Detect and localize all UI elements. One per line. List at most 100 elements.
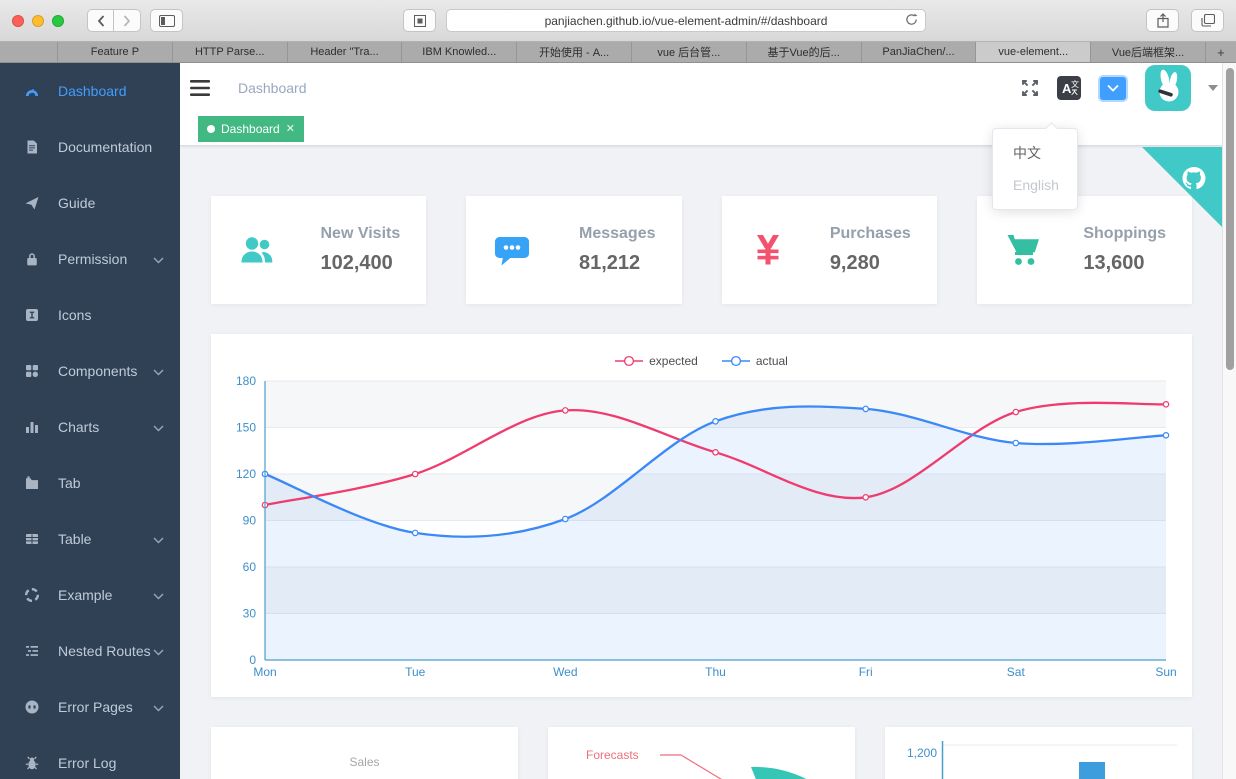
charts-icon: [24, 419, 40, 435]
svg-text:Mon: Mon: [253, 665, 276, 679]
sidebar-item-tab[interactable]: Tab: [0, 455, 180, 511]
minimize-window-button[interactable]: [32, 14, 44, 27]
tab-overview-button[interactable]: [1191, 9, 1224, 32]
chart-legend: expected actual: [211, 347, 1192, 374]
sidebar-item-label: Error Log: [58, 755, 117, 771]
stat-text: Messages 81,212: [579, 225, 656, 275]
browser-tab[interactable]: 开始使用 - A...: [517, 42, 632, 62]
stat-text: Purchases 9,280: [830, 225, 911, 275]
sidebar-item-icons[interactable]: Icons: [0, 287, 180, 343]
documentation-icon: [24, 139, 40, 155]
tag-dashboard[interactable]: Dashboard ✕: [198, 116, 304, 142]
avatar-caret-icon[interactable]: [1208, 85, 1218, 91]
sidebar-collapse-button[interactable]: [180, 63, 222, 113]
new-tab-button[interactable]: +: [1205, 42, 1236, 62]
lang-option-chinese[interactable]: 中文: [1013, 145, 1041, 161]
svg-text:90: 90: [243, 514, 257, 528]
bar[interactable]: [1079, 762, 1105, 779]
svg-text:120: 120: [236, 467, 256, 481]
svg-text:0: 0: [249, 653, 256, 667]
theme-dropdown-button[interactable]: [1098, 74, 1128, 102]
nested-routes-icon: [24, 643, 40, 659]
stat-card-purchases[interactable]: Purchases 9,280: [721, 196, 937, 304]
github-corner-link[interactable]: [1142, 147, 1222, 227]
address-bar[interactable]: panjiachen.github.io/vue-element-admin/#…: [446, 9, 926, 32]
forward-button[interactable]: [114, 9, 141, 32]
sidebar-item-charts[interactable]: Charts: [0, 399, 180, 455]
avatar-logo-icon: [1158, 69, 1179, 102]
chevron-down-icon: [153, 531, 164, 547]
user-avatar[interactable]: [1145, 65, 1191, 111]
browser-tab[interactable]: HTTP Parse...: [172, 42, 288, 62]
icons-icon: [24, 307, 40, 323]
sidebar-item-label: Table: [58, 531, 92, 547]
svg-text:60: 60: [243, 560, 257, 574]
tabs-icon: [1200, 14, 1215, 27]
frame-page-button[interactable]: [403, 9, 436, 32]
browser-tab[interactable]: vue-element...: [976, 42, 1092, 62]
url-text: panjiachen.github.io/vue-element-admin/#…: [544, 13, 828, 28]
sidebar-item-nested-routes[interactable]: Nested Routes: [0, 623, 180, 679]
sidebar-item-permission[interactable]: Permission: [0, 231, 180, 287]
pie-chart[interactable]: Forecasts: [548, 727, 854, 779]
back-button[interactable]: [87, 9, 114, 32]
zoom-window-button[interactable]: [52, 14, 64, 27]
sidebar-item-error-log[interactable]: Error Log: [0, 735, 180, 779]
error-pages-icon: [24, 699, 40, 715]
fullscreen-button[interactable]: [1020, 78, 1040, 98]
sidebar-item-label: Tab: [58, 475, 81, 491]
close-window-button[interactable]: [12, 14, 24, 27]
browser-tab[interactable]: 基于Vue的后...: [746, 42, 862, 62]
browser-tab[interactable]: Feature P: [58, 42, 173, 62]
stat-card-messages[interactable]: Messages 81,212: [466, 196, 682, 304]
stat-card-new-visits[interactable]: New Visits 102,400: [211, 196, 427, 304]
sidebar-item-documentation[interactable]: Documentation: [0, 119, 180, 175]
sidebar-item-error-pages[interactable]: Error Pages: [0, 679, 180, 735]
bar-chart[interactable]: 1,200: [885, 727, 1191, 779]
sidebar-toggle-button[interactable]: [150, 9, 183, 32]
pie-slice[interactable]: [751, 766, 854, 779]
frame-icon: [413, 14, 426, 27]
svg-text:Thu: Thu: [705, 665, 726, 679]
sidebar-item-table[interactable]: Table: [0, 511, 180, 567]
chevron-down-icon: [153, 419, 164, 435]
chevron-down-icon: [153, 643, 164, 659]
svg-text:A: A: [1062, 81, 1072, 96]
stat-card-shoppings[interactable]: Shoppings 13,600: [976, 196, 1192, 304]
browser-titlebar: panjiachen.github.io/vue-element-admin/#…: [0, 0, 1236, 42]
share-button[interactable]: [1146, 9, 1179, 32]
legend-item-expected[interactable]: expected: [615, 354, 698, 368]
legend-item-actual[interactable]: actual: [721, 354, 788, 368]
pie-chart-card: Forecasts: [548, 727, 855, 779]
svg-text:Fri: Fri: [859, 665, 873, 679]
tag-close-icon[interactable]: ✕: [285, 122, 295, 135]
bar-ytick-label: 1,200: [907, 746, 937, 760]
tag-active-dot: [207, 125, 215, 133]
browser-tab[interactable]: PanJiaChen/...: [861, 42, 977, 62]
browser-tab[interactable]: Vue后端框架...: [1091, 42, 1206, 62]
svg-text:Sun: Sun: [1155, 665, 1176, 679]
sidebar-item-example[interactable]: Example: [0, 567, 180, 623]
browser-tab[interactable]: Header "Tra...: [287, 42, 403, 62]
svg-text:180: 180: [236, 374, 256, 388]
legend-marker-icon: [615, 355, 644, 366]
scrollbar-thumb[interactable]: [1225, 68, 1234, 370]
dashboard-icon: [24, 83, 40, 99]
sidebar-item-components[interactable]: Components: [0, 343, 180, 399]
chevron-down-icon: [1107, 84, 1119, 92]
browser-tab[interactable]: IBM Knowled...: [402, 42, 518, 62]
sidebar-item-label: Charts: [58, 419, 100, 435]
browser-tab[interactable]: vue 后台管...: [631, 42, 747, 62]
example-icon: [24, 587, 40, 603]
components-icon: [24, 363, 40, 379]
line-chart[interactable]: 0 30 60 90 120 150 180 Mon Tue Wed Thu Fri Sat Sun: [211, 374, 1191, 692]
tab-icon: [24, 475, 40, 491]
sidebar-item-guide[interactable]: Guide: [0, 175, 180, 231]
browser-tab[interactable]: [0, 42, 58, 62]
page-scrollbar[interactable]: [1222, 63, 1236, 779]
reload-button[interactable]: [905, 13, 918, 29]
sidebar-item-dashboard[interactable]: Dashboard: [0, 63, 180, 119]
